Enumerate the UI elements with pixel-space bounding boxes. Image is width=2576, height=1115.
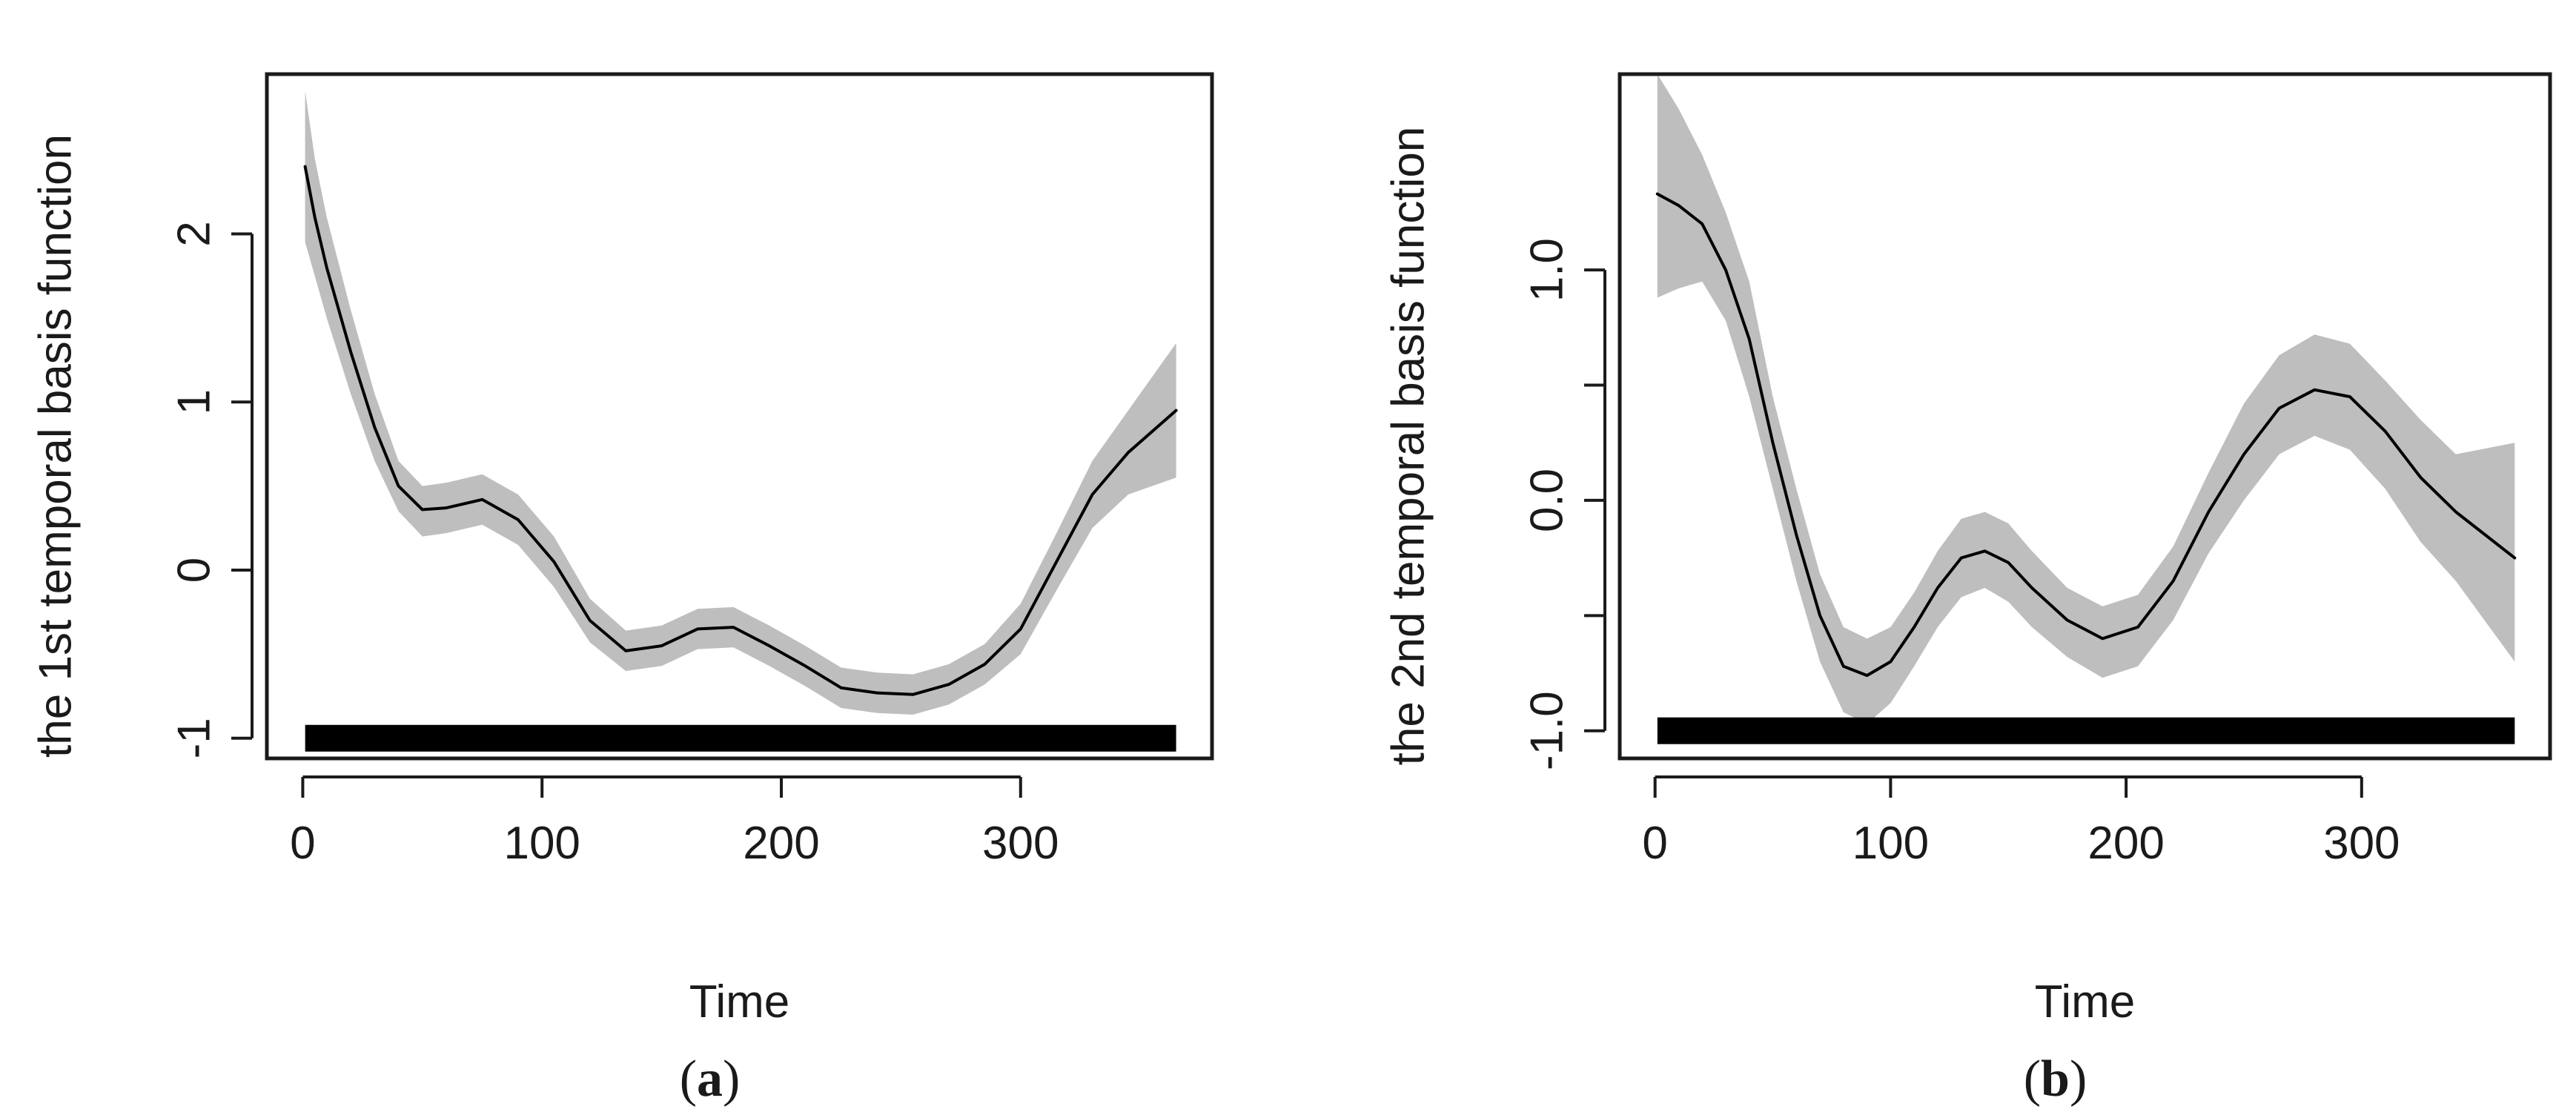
x-axis-title-b: Time bbox=[2035, 976, 2135, 1028]
y-tick-label-a: 2 bbox=[169, 221, 220, 246]
series-line-a bbox=[303, 165, 1178, 696]
x-axis-b: 0 100 200 300 bbox=[1642, 775, 2400, 869]
confidence-band-b bbox=[1657, 74, 2515, 724]
y-axis-b: -1.0 0.0 1.0 bbox=[1522, 238, 1606, 770]
x-tick-label-a: 0 bbox=[290, 818, 315, 869]
series-line-b bbox=[1655, 192, 2517, 678]
panel-label-letter-b: b bbox=[2041, 1051, 2070, 1108]
x-tick-label-b: 0 bbox=[1642, 818, 1667, 869]
panel-a: 0 100 200 300 -1 0 1 2 Time the 1st temporal b… bbox=[30, 72, 1214, 1108]
x-tick-label-a: 100 bbox=[503, 818, 580, 869]
y-tick-label-a: -1 bbox=[169, 718, 220, 758]
plot-box-b bbox=[1618, 72, 2552, 761]
x-tick-label-a: 300 bbox=[982, 818, 1059, 869]
y-tick-label-b: 0.0 bbox=[1522, 469, 1573, 532]
plot-box-a bbox=[265, 72, 1214, 761]
x-tick-label-b: 300 bbox=[2323, 818, 2400, 869]
rug-bar-a bbox=[305, 724, 1176, 752]
y-tick-label-a: 0 bbox=[169, 558, 220, 583]
panel-label-a: (a) bbox=[680, 1051, 741, 1108]
x-tick-label-b: 100 bbox=[1852, 818, 1929, 869]
x-axis-title-a: Time bbox=[689, 976, 789, 1028]
confidence-band-a bbox=[305, 90, 1176, 715]
panel-label-letter-a: a bbox=[697, 1051, 723, 1108]
x-axis-a: 0 100 200 300 bbox=[290, 775, 1059, 869]
panel-label-b: (b) bbox=[2024, 1051, 2087, 1108]
y-tick-label-b: 1.0 bbox=[1522, 238, 1573, 302]
panel-b: 0 100 200 300 -1.0 0.0 1.0 Time the 2nd tempo… bbox=[1383, 72, 2552, 1108]
x-tick-label-b: 200 bbox=[2087, 818, 2164, 869]
y-tick-label-b: -1.0 bbox=[1522, 691, 1573, 770]
y-axis-title-a: the 1st temporal basis function bbox=[30, 134, 82, 758]
y-tick-label-a: 1 bbox=[169, 389, 220, 414]
x-tick-label-a: 200 bbox=[743, 818, 819, 869]
y-axis-title-b: the 2nd temporal basis function bbox=[1383, 127, 1434, 766]
rug-bar-b bbox=[1657, 717, 2515, 744]
y-axis-a: -1 0 1 2 bbox=[169, 221, 254, 758]
